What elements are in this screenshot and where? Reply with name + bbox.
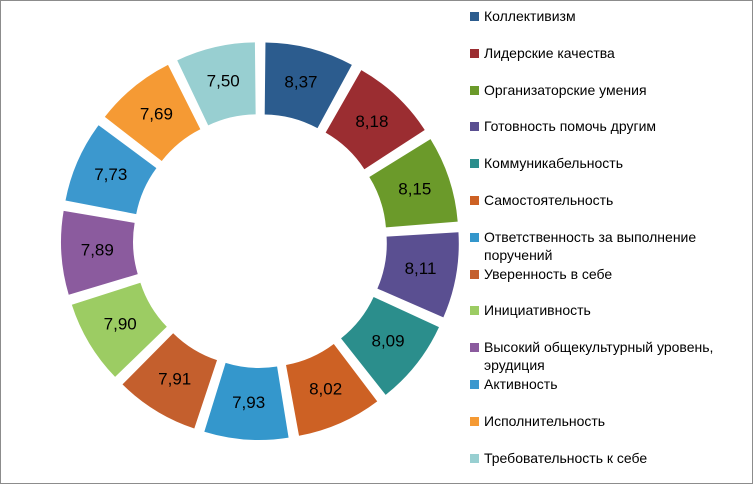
donut-slice (369, 139, 458, 228)
legend-item: Требовательность к себе (470, 449, 734, 467)
donut-slice (377, 232, 459, 318)
slice-value-label: 7,90 (104, 314, 137, 333)
legend-label: Коммуникабельность (484, 155, 623, 172)
donut-slices (61, 42, 459, 440)
slice-labels: 8,37 8,18 8,15 8,11 8,09 8,02 7,93 7,91 7,90 7,89… (81, 72, 437, 412)
legend-swatch (470, 343, 479, 353)
legend-swatch (470, 196, 479, 205)
legend-item: Готовность помочь другим (470, 117, 734, 135)
legend-label: Требовательность к себе (484, 449, 648, 466)
legend-item: Уверенность в себе (470, 265, 734, 283)
slice-value-label: 7,91 (158, 369, 191, 388)
legend-swatch (470, 453, 479, 463)
legend-swatch (470, 85, 479, 95)
slice-value-label: 7,89 (81, 240, 114, 259)
legend-label: Лидерские качества (484, 44, 615, 61)
slice-value-label: 8,02 (309, 380, 342, 399)
legend-item: Самостоятельность (470, 191, 734, 209)
legend-item: Коммуникабельность (470, 154, 734, 172)
slice-value-label: 7,93 (232, 393, 265, 412)
slice-value-label: 8,37 (284, 73, 317, 92)
donut-chart: 8,37 8,18 8,15 8,11 8,09 8,02 7,93 7,91 7,90 7,89… (61, 42, 459, 440)
donut-slice (286, 343, 378, 436)
legend-label: Активность (484, 376, 558, 392)
legend-swatch (470, 12, 479, 21)
donut-slice (204, 362, 289, 440)
slice-value-label: 8,18 (355, 112, 388, 131)
legend-item: Исполнительность (470, 412, 734, 430)
legend-item: Лидерские качества (470, 44, 734, 62)
donut-slice (325, 70, 425, 170)
donut-slice (264, 42, 352, 129)
legend-swatch (470, 269, 479, 279)
legend-item: Активность (470, 375, 734, 393)
legend-label: Коллективизм (484, 8, 576, 24)
legend-swatch (470, 306, 479, 316)
slice-value-label: 8,15 (398, 179, 431, 198)
slice-value-label: 8,11 (405, 259, 437, 278)
legend-item: Высокий общекультурный уровень, эрудиция (470, 338, 734, 374)
legend-swatch (470, 380, 479, 389)
legend-label: Готовность помочь другим (484, 118, 657, 135)
legend-item: Коллективизм (470, 7, 734, 25)
slice-value-label: 7,69 (140, 105, 173, 124)
donut-slice (71, 282, 167, 377)
donut-slice (104, 64, 201, 162)
legend-label: Высокий общекультурный уровень, эрудиция (484, 339, 714, 374)
legend-item: Инициативность (470, 301, 734, 319)
donut-slice (65, 125, 157, 215)
legend-swatch (470, 48, 479, 58)
legend-label: Организаторские умения (484, 81, 647, 98)
legend-swatch (470, 416, 479, 426)
legend-item: Ответственность за выполнение поручений (470, 228, 734, 264)
legend-label: Самостоятельность (484, 192, 614, 208)
legend-swatch (470, 232, 479, 242)
legend-label: Инициативность (484, 302, 591, 319)
slice-value-label: 8,09 (371, 331, 404, 350)
donut-slice (177, 42, 256, 126)
legend-swatch (470, 159, 479, 169)
legend-swatch (470, 122, 479, 132)
legend-label: Уверенность в себе (484, 265, 613, 282)
legend-label: Исполнительность (484, 412, 606, 429)
legend-label: Ответственность за выполнение поручений (484, 228, 697, 263)
donut-slice (61, 210, 138, 295)
donut-slice (122, 333, 218, 429)
legend-item: Организаторские умения (470, 81, 734, 99)
donut-slice (341, 296, 439, 395)
slice-value-label: 7,50 (207, 72, 240, 91)
slice-value-label: 7,73 (94, 165, 127, 184)
